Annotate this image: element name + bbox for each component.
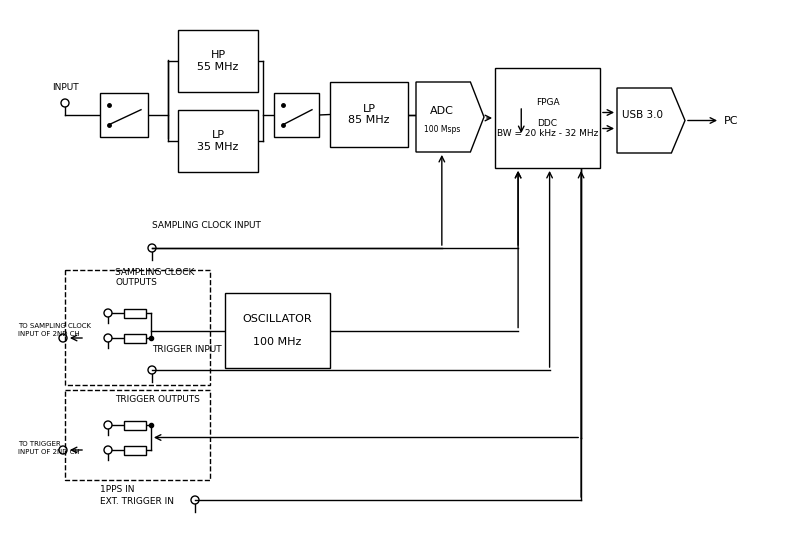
Text: TO SAMPLING CLOCK
INPUT OF 2ND CH: TO SAMPLING CLOCK INPUT OF 2ND CH xyxy=(18,324,91,337)
Bar xyxy=(178,110,258,172)
Text: OSCILLATOR

100 MHz: OSCILLATOR 100 MHz xyxy=(243,314,312,347)
Bar xyxy=(330,82,408,147)
Text: TRIGGER OUTPUTS: TRIGGER OUTPUTS xyxy=(115,395,200,404)
Bar xyxy=(495,68,600,168)
Bar xyxy=(124,421,146,429)
Text: LP
35 MHz: LP 35 MHz xyxy=(197,130,239,152)
Text: HP
55 MHz: HP 55 MHz xyxy=(197,50,239,72)
Text: INPUT: INPUT xyxy=(52,83,79,93)
Text: 1PPS IN: 1PPS IN xyxy=(100,485,135,494)
Bar xyxy=(225,293,330,368)
Bar xyxy=(274,93,319,137)
Polygon shape xyxy=(617,88,685,153)
Text: FPGA

DDC
BW = 20 kHz - 32 MHz: FPGA DDC BW = 20 kHz - 32 MHz xyxy=(496,98,598,138)
Text: USB 3.0: USB 3.0 xyxy=(623,111,663,120)
Bar xyxy=(100,93,148,137)
Bar xyxy=(65,390,210,480)
Text: EXT. TRIGGER IN: EXT. TRIGGER IN xyxy=(100,497,174,506)
Polygon shape xyxy=(416,82,484,152)
Text: 100 Msps: 100 Msps xyxy=(423,125,460,134)
Text: PC: PC xyxy=(724,115,738,126)
Text: TRIGGER INPUT: TRIGGER INPUT xyxy=(152,345,221,354)
Text: SAMPLING CLOCK INPUT: SAMPLING CLOCK INPUT xyxy=(152,221,261,230)
Text: SAMPLING CLOCK
OUTPUTS: SAMPLING CLOCK OUTPUTS xyxy=(115,268,194,287)
Bar xyxy=(124,308,146,318)
Bar xyxy=(65,270,210,385)
Bar xyxy=(124,333,146,343)
Text: TO TRIGGER
INPUT OF 2ND CH: TO TRIGGER INPUT OF 2ND CH xyxy=(18,442,80,455)
Text: ADC: ADC xyxy=(430,106,454,117)
Bar xyxy=(178,30,258,92)
Bar xyxy=(124,446,146,455)
Text: LP
85 MHz: LP 85 MHz xyxy=(348,104,389,125)
